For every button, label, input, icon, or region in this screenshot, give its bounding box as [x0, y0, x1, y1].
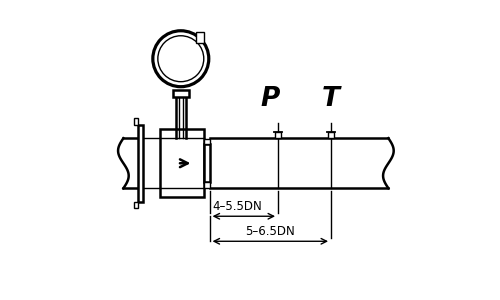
Bar	[160, 129, 204, 197]
Text: 4–5.5DN: 4–5.5DN	[212, 200, 262, 213]
Bar	[196, 32, 203, 43]
Bar	[204, 182, 210, 188]
Bar	[134, 202, 138, 208]
Bar	[204, 144, 210, 182]
Bar	[328, 132, 334, 138]
Circle shape	[158, 36, 204, 82]
Circle shape	[153, 31, 209, 87]
Bar	[172, 90, 189, 97]
Text: P: P	[261, 86, 280, 112]
Text: T: T	[322, 86, 340, 112]
Text: 5–6.5DN: 5–6.5DN	[246, 225, 295, 238]
Bar	[134, 118, 138, 125]
Bar	[204, 139, 210, 144]
Bar	[276, 132, 280, 138]
Bar	[138, 125, 143, 202]
